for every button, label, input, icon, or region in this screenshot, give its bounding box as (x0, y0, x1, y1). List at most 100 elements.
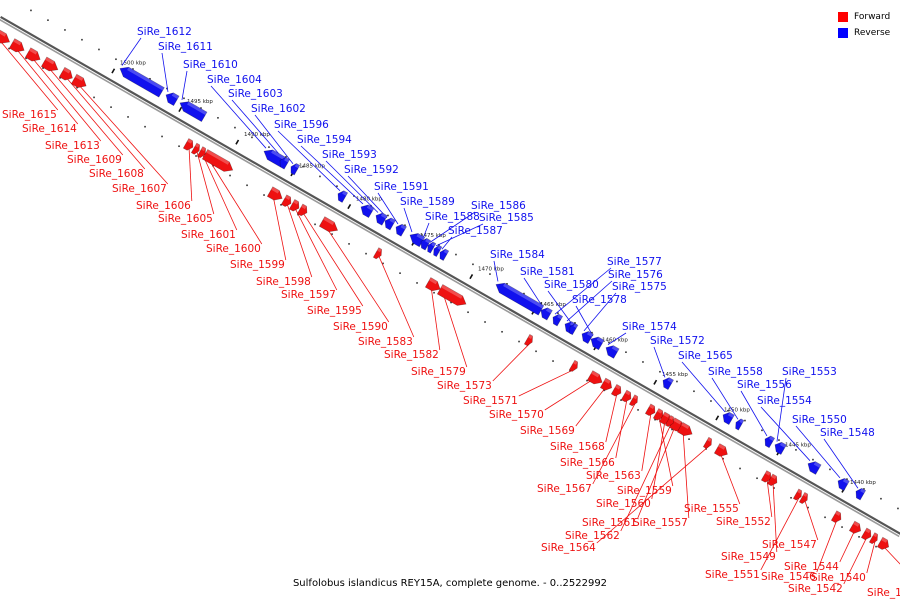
gene-shape (662, 377, 674, 391)
leader-line (653, 346, 666, 378)
gene-labels: SiRe_1612 SiRe_1611 SiRe_1610 SiRe_1604 SiRe… (2, 26, 900, 599)
spacer-dot (472, 263, 474, 266)
gene-label-forward: SiRe_1571 (463, 395, 518, 407)
gene-label-forward: SiRe_1615 (2, 109, 57, 121)
spacer-dot (897, 507, 899, 510)
leader-line (816, 519, 838, 573)
scale-tick-label: 1470 kbp (478, 266, 504, 272)
spacer-dot (382, 262, 384, 265)
gene-highlight (596, 336, 605, 344)
gene-shape (713, 443, 728, 457)
gene-highlight (591, 370, 600, 378)
gene-shape (182, 138, 194, 151)
spacer-dot (285, 156, 287, 158)
forward-gene-arrow (848, 520, 862, 534)
scale-tick-label: 1475 kbp (420, 233, 446, 239)
gene-label-forward: SiRe_1563 (586, 470, 641, 482)
leader-line (14, 47, 79, 125)
forward-gene-arrow (586, 370, 603, 385)
leader-line (518, 368, 576, 397)
gene-highlight (271, 186, 280, 194)
reverse-swatch (838, 28, 848, 38)
scale-tick-label: 1460 kbp (602, 338, 628, 344)
gene-label-forward: SiRe_1551 (705, 569, 760, 581)
gene-label-forward: SiRe_1595 (307, 305, 362, 317)
gene-highlight (881, 537, 888, 543)
spacer-dot (149, 77, 151, 80)
strand-legend: Forward Reverse (838, 9, 890, 41)
gene-shape (337, 190, 349, 203)
gene-highlight (127, 67, 165, 91)
spacer-dot (25, 57, 27, 60)
leader-line (422, 222, 430, 239)
spacer-dot (523, 292, 525, 295)
gene-label-forward: SiRe_1609 (67, 154, 122, 166)
spacer-dot (263, 194, 265, 196)
gene-shape (735, 418, 745, 431)
forward-gene-arrow (436, 284, 467, 306)
gene-highlight (625, 390, 631, 396)
leader-line (378, 256, 415, 338)
leader-line (0, 39, 59, 111)
gene-highlight (586, 331, 594, 337)
leader-line (492, 342, 531, 382)
forward-gene-arrow (664, 415, 674, 427)
gene-shape (837, 478, 850, 492)
reverse-gene-arrow (735, 418, 745, 431)
gene-shape (766, 473, 778, 487)
spacer-dot (93, 96, 95, 99)
axis-line (0, 16, 900, 535)
reverse-gene-arrow (662, 377, 674, 391)
gene-shape (652, 408, 664, 421)
gene-shape (760, 470, 772, 483)
gene-highlight (667, 377, 674, 383)
gene-highlight (323, 216, 335, 226)
gene-label-reverse: SiRe_1574 (622, 321, 677, 333)
spacer-dot (506, 283, 508, 285)
leader-line (547, 290, 573, 325)
spacer-dot (314, 223, 316, 226)
gene-highlight (443, 249, 449, 254)
spacer-dot (608, 341, 610, 344)
reverse-gene-arrow (420, 238, 432, 251)
gene-label-reverse: SiRe_1592 (344, 164, 399, 176)
scale-tick-label: 1495 kbp (187, 99, 213, 105)
spacer-dot (875, 545, 877, 548)
leader-line (682, 431, 690, 519)
leader-line (776, 377, 787, 442)
leader-line (188, 147, 193, 202)
gene-shape (24, 47, 41, 62)
forward-gene-arrow (860, 527, 872, 541)
spacer-dot (195, 155, 197, 157)
gene-highlight (285, 194, 291, 200)
forward-gene-arrow (288, 199, 300, 212)
gene-label-reverse: SiRe_1611 (158, 41, 213, 53)
gene-highlight (366, 204, 375, 211)
gene-highlight (29, 47, 38, 55)
spacer-dot (246, 184, 248, 187)
gene-highlight (380, 212, 388, 219)
gene-highlight (853, 521, 860, 527)
gene-label-forward: SiRe_1608 (89, 168, 144, 180)
gene-shape (848, 520, 862, 534)
spacer-dot (727, 410, 729, 412)
gene-shape (201, 149, 234, 172)
spacer-dot (484, 321, 486, 323)
gene-shape (58, 66, 73, 81)
gene-highlight (187, 101, 207, 115)
reverse-gene-arrow (807, 461, 822, 475)
gene-features (0, 27, 890, 550)
gene-highlight (294, 163, 300, 169)
forward-gene-arrow (523, 334, 533, 346)
gene-shape (722, 411, 735, 426)
gene-shape (590, 336, 605, 351)
scale-tick-label: 1485 kbp (299, 164, 325, 170)
gene-highlight (75, 74, 84, 81)
gene-highlight (769, 436, 775, 442)
forward-gene-arrow (760, 470, 772, 483)
spacer-dot (183, 97, 185, 100)
forward-gene-arrow (266, 186, 283, 201)
gene-label-reverse: SiRe_1602 (251, 103, 306, 115)
leader-line (596, 445, 710, 544)
gene-highlight (171, 92, 180, 99)
